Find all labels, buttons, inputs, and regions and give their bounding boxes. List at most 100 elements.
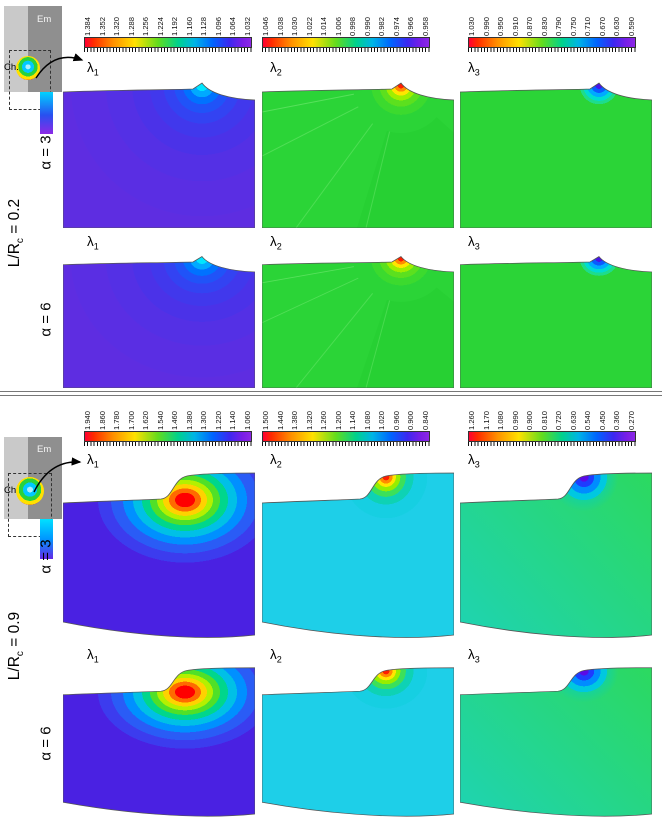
group-label-text: L/R	[5, 656, 23, 681]
plot-label-lambda1: λ1	[87, 234, 99, 252]
colorbar-tick-label: 1.038	[275, 16, 285, 36]
colorbar-tick-label: 0.998	[348, 16, 358, 36]
section-divider	[0, 391, 662, 396]
colorbar-lambda2-top: 1.046 1.038 1.030 1.022 1.014 1.006 0.998 0.990…	[261, 6, 431, 52]
colorbar-tick-label: 0.974	[391, 16, 401, 36]
colorbar-tick-label: 0.360	[612, 410, 622, 430]
colorbar-tick-label: 0.750	[568, 16, 578, 36]
chamber-circle	[16, 56, 40, 80]
colorbar-tick-label: 1.540	[155, 410, 165, 430]
colorbar-gradient-bar	[262, 37, 430, 48]
colorbar-lambda2-bottom: 1.500 1.440 1.380 1.320 1.260 1.200 1.140 1.080…	[261, 400, 430, 446]
colorbar-tick-label: 1.300	[199, 410, 209, 430]
colorbar-tick-label: 0.270	[627, 410, 637, 430]
colorbar-tick-label: 1.096	[213, 16, 223, 36]
colorbar-tick-label: 1.460	[170, 410, 180, 430]
ch-label: Ch.	[4, 62, 19, 73]
colorbar-tick-labels: 1.384 1.352 1.320 1.288 1.256 1.224 1.192 1.160…	[83, 6, 253, 36]
colorbar-tick-marks	[84, 48, 252, 52]
colorbar-tick-label: 0.790	[554, 16, 564, 36]
colorbar-tick-label: 1.860	[97, 410, 107, 430]
colorbar-tick-label: 1.700	[126, 410, 136, 430]
colorbar-tick-label: 0.900	[525, 410, 535, 430]
group-label-lrc02: L/Rc = 0.2	[6, 163, 26, 303]
colorbar-tick-label: 0.870	[525, 16, 535, 36]
colorbar-tick-label: 1.170	[481, 410, 491, 430]
colorbar-gradient-bar	[468, 37, 636, 48]
colorbar-tick-label: 1.030	[290, 16, 300, 36]
colorbar-gradient-bar	[84, 431, 252, 442]
alpha-label-top-row2: α = 6	[37, 302, 55, 337]
colorbar-tick-label: 1.500	[261, 410, 270, 430]
group-label-sub: c	[15, 238, 27, 244]
plot-label-lambda1: λ1	[87, 60, 99, 78]
colorbar-tick-label: 1.080	[362, 410, 372, 430]
contour-plot-lrc09-a6-lambda2	[262, 667, 454, 817]
colorbar-tick-label: 1.352	[97, 16, 107, 36]
colorbar-tick-label: 1.032	[243, 16, 253, 36]
arrow-to-lambda1-icon	[33, 457, 82, 493]
colorbar-tick-label: 1.014	[319, 16, 329, 36]
colorbar-tick-label: 1.022	[304, 16, 314, 36]
colorbar-tick-label: 0.450	[597, 410, 607, 430]
group-label-sub: c	[15, 651, 27, 657]
colormap-strip	[40, 92, 53, 134]
roi-dashed-box	[9, 50, 51, 110]
colorbar-tick-label: 1.200	[333, 410, 343, 430]
roi-dashed-box	[8, 473, 52, 537]
colorbar-tick-label: 1.046	[261, 16, 270, 36]
colorbar-tick-marks	[468, 442, 636, 446]
colorbar-tick-label: 1.160	[184, 16, 194, 36]
colorbar-lambda1-bottom: 1.940 1.860 1.780 1.700 1.620 1.540 1.460 1.380…	[83, 400, 253, 446]
group-label-lrc09: L/Rc = 0.9	[6, 576, 26, 716]
colorbar-tick-labels: 1.260 1.170 1.080 0.990 0.900 0.810 0.720 0.630…	[467, 400, 637, 430]
group-label-value: = 0.2	[5, 198, 23, 239]
colorbar-tick-label: 0.830	[539, 16, 549, 36]
plot-label-lambda1: λ1	[87, 452, 99, 470]
plot-label-lambda2: λ2	[270, 452, 282, 470]
colorbar-tick-labels: 1.940 1.860 1.780 1.700 1.620 1.540 1.460 1.380…	[83, 400, 253, 430]
colorbar-tick-label: 1.140	[348, 410, 358, 430]
contour-plot-lrc02-a6-lambda1	[63, 256, 255, 388]
colorbar-tick-label: 1.260	[319, 410, 329, 430]
colorbar-tick-label: 1.380	[184, 410, 194, 430]
plot-label-lambda3: λ3	[468, 452, 480, 470]
colorbar-tick-labels: 1.046 1.038 1.030 1.022 1.014 1.006 0.998 0.990…	[261, 6, 431, 36]
contour-plot-lrc02-a6-lambda3	[460, 256, 652, 388]
colorbar-tick-label: 0.958	[421, 16, 431, 36]
colorbar-tick-label: 1.320	[112, 16, 122, 36]
specimen-schematic-top: Em Ch.	[4, 6, 62, 134]
colorbar-tick-label: 1.940	[83, 410, 92, 430]
plot-label-lambda2: λ2	[270, 647, 282, 665]
plot-label-lambda3: λ3	[468, 234, 480, 252]
em-label: Em	[37, 14, 52, 25]
colorbar-tick-label: 1.320	[304, 410, 314, 430]
contour-plot-lrc02-a3-lambda1	[63, 82, 255, 228]
group-label-text: L/R	[5, 243, 23, 268]
colorbar-tick-label: 1.006	[333, 16, 343, 36]
colorbar-tick-marks	[468, 48, 636, 52]
colorbar-tick-label: 1.030	[467, 16, 476, 36]
colorbar-tick-label: 1.780	[112, 410, 122, 430]
colorbar-tick-label: 1.020	[377, 410, 387, 430]
alpha-label-bottom-row1: α = 3	[37, 539, 55, 574]
colorbar-tick-label: 0.966	[406, 16, 416, 36]
alpha-label-top-row1: α = 3	[37, 135, 55, 170]
colorbar-tick-label: 0.990	[481, 16, 491, 36]
contour-plot-lrc09-a3-lambda1	[63, 472, 255, 638]
group-label-value: = 0.9	[5, 611, 23, 652]
colorbar-tick-labels: 1.500 1.440 1.380 1.320 1.260 1.200 1.140 1.080…	[261, 400, 430, 430]
colorbar-tick-label: 1.060	[243, 410, 253, 430]
colorbar-tick-label: 0.900	[406, 410, 416, 430]
specimen-schematic-bottom: Em Ch	[4, 437, 62, 559]
ch-label: Ch	[4, 485, 17, 496]
plot-label-lambda2: λ2	[270, 60, 282, 78]
contour-plot-lrc09-a6-lambda1	[63, 667, 255, 817]
contour-plot-lrc09-a3-lambda3	[460, 472, 652, 638]
colorbar-tick-label: 1.380	[290, 410, 300, 430]
colorbar-tick-label: 1.440	[275, 410, 285, 430]
colorbar-tick-label: 0.990	[362, 16, 372, 36]
colorbar-gradient-bar	[262, 431, 430, 442]
alpha-label-bottom-row2: α = 6	[37, 726, 55, 761]
